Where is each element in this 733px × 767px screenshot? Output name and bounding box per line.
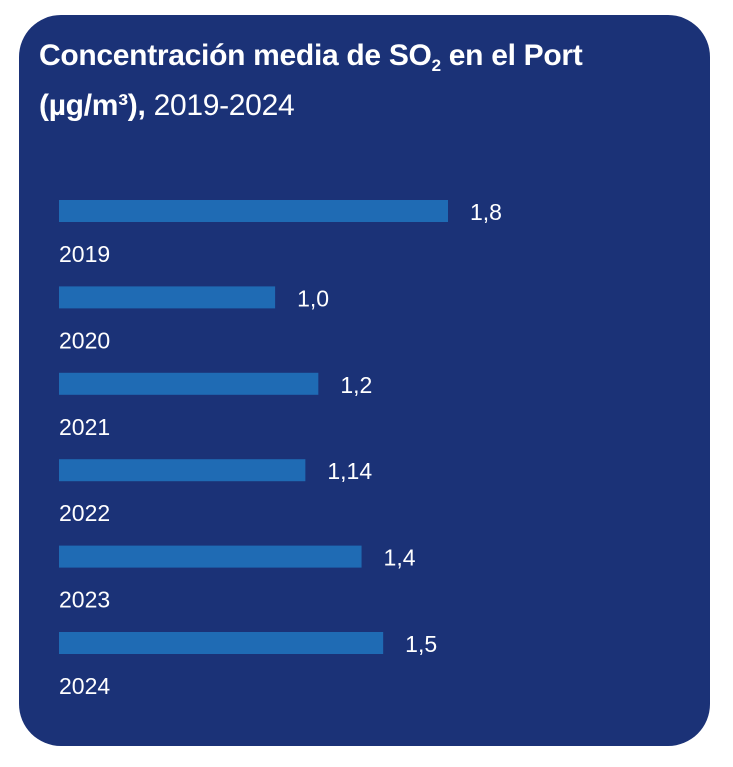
title-main: Concentración media de SO (39, 39, 432, 72)
title-years: 2019-2024 (145, 89, 295, 122)
value-label-2022: 1,14 (327, 458, 372, 484)
value-label-2024: 1,5 (405, 631, 437, 657)
bar-2024 (59, 632, 384, 654)
value-label-2021: 1,2 (340, 372, 372, 398)
bar-2023 (59, 545, 362, 568)
bar-2021 (59, 372, 319, 395)
value-label-2023: 1,4 (384, 545, 416, 571)
category-label-2021: 2021 (59, 414, 110, 440)
value-label-2019: 1,8 (470, 199, 502, 225)
category-label-2022: 2022 (59, 500, 110, 526)
value-label-2020: 1,0 (297, 285, 329, 311)
chart-title: Concentración media de SO2 en el Port (µ… (39, 36, 659, 126)
category-label-2024: 2024 (59, 673, 110, 699)
category-label-2023: 2023 (59, 587, 110, 613)
bar-2022 (59, 459, 306, 482)
category-label-2019: 2019 (59, 241, 110, 267)
bar-2019 (59, 200, 448, 222)
category-label-2020: 2020 (59, 327, 110, 353)
title-unit: en el Port (µg/m³), (39, 39, 583, 122)
title-subscript: 2 (431, 56, 441, 75)
bar-2020 (59, 286, 276, 309)
